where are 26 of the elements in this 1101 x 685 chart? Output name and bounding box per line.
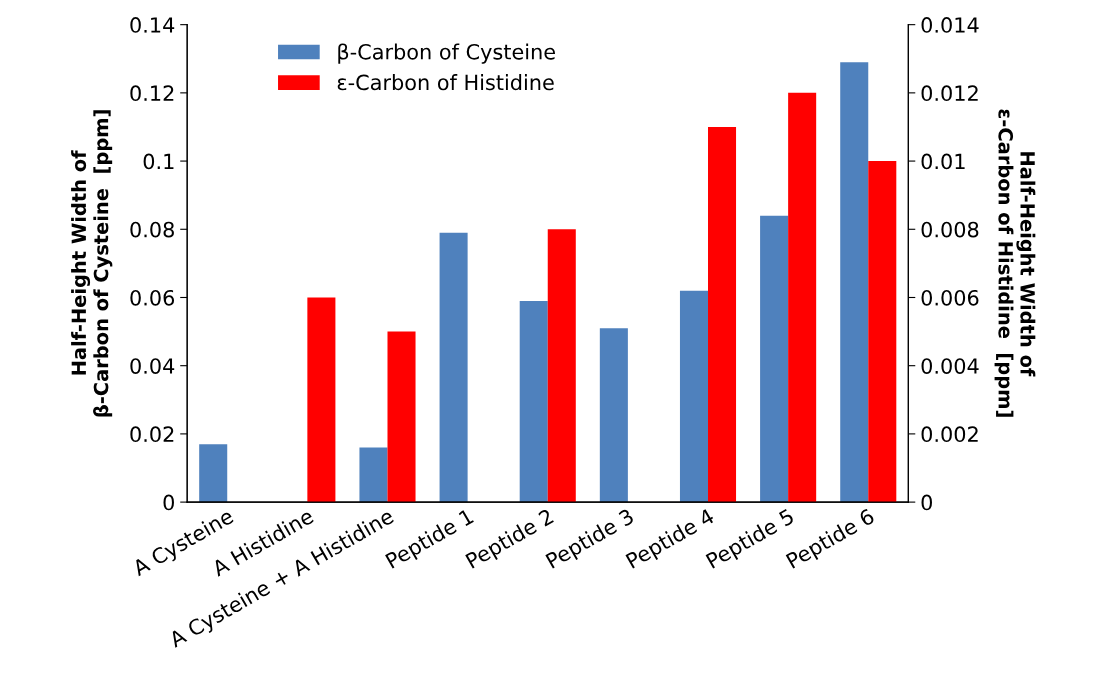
bar (199, 444, 228, 503)
y2-tick-label: 0.006 (921, 289, 979, 306)
y2-axis-title: Half-Height Width of ε-Carbon of Histidine [ppm] (994, 109, 1036, 417)
y-tick-label: 0 (163, 494, 174, 511)
y2-tick-label: 0 (921, 494, 932, 511)
bar (387, 331, 416, 503)
y-tick-label: 0.14 (130, 17, 175, 33)
bar (307, 297, 336, 503)
legend-label: β-Carbon of Cysteine (338, 43, 555, 64)
y-tick-label: 0.02 (130, 426, 174, 443)
y-tick-label: 0.12 (130, 85, 174, 102)
y2-tick-label: 0.002 (921, 426, 978, 443)
y2-tick-label: 0.008 (921, 221, 979, 238)
bar (359, 447, 388, 503)
y-tick-label: 0.08 (130, 221, 174, 238)
bar (599, 328, 628, 503)
legend-label: ε-Carbon of Histidine (337, 74, 554, 91)
bar (439, 232, 468, 503)
y-tick-label: 0.06 (130, 289, 175, 306)
y2-tick-label: 0.004 (921, 358, 979, 374)
y-tick-label: 0.04 (130, 358, 175, 374)
y2-tick-label: 0.014 (921, 17, 979, 33)
y2-tick-label: 0.012 (921, 85, 978, 102)
y2-tick-label: 0.01 (921, 153, 965, 170)
y-tick-label: 0.1 (143, 153, 174, 170)
y-axis-title: Half-Height Width of β-Carbon of Cysteine [ppm] (71, 110, 113, 417)
